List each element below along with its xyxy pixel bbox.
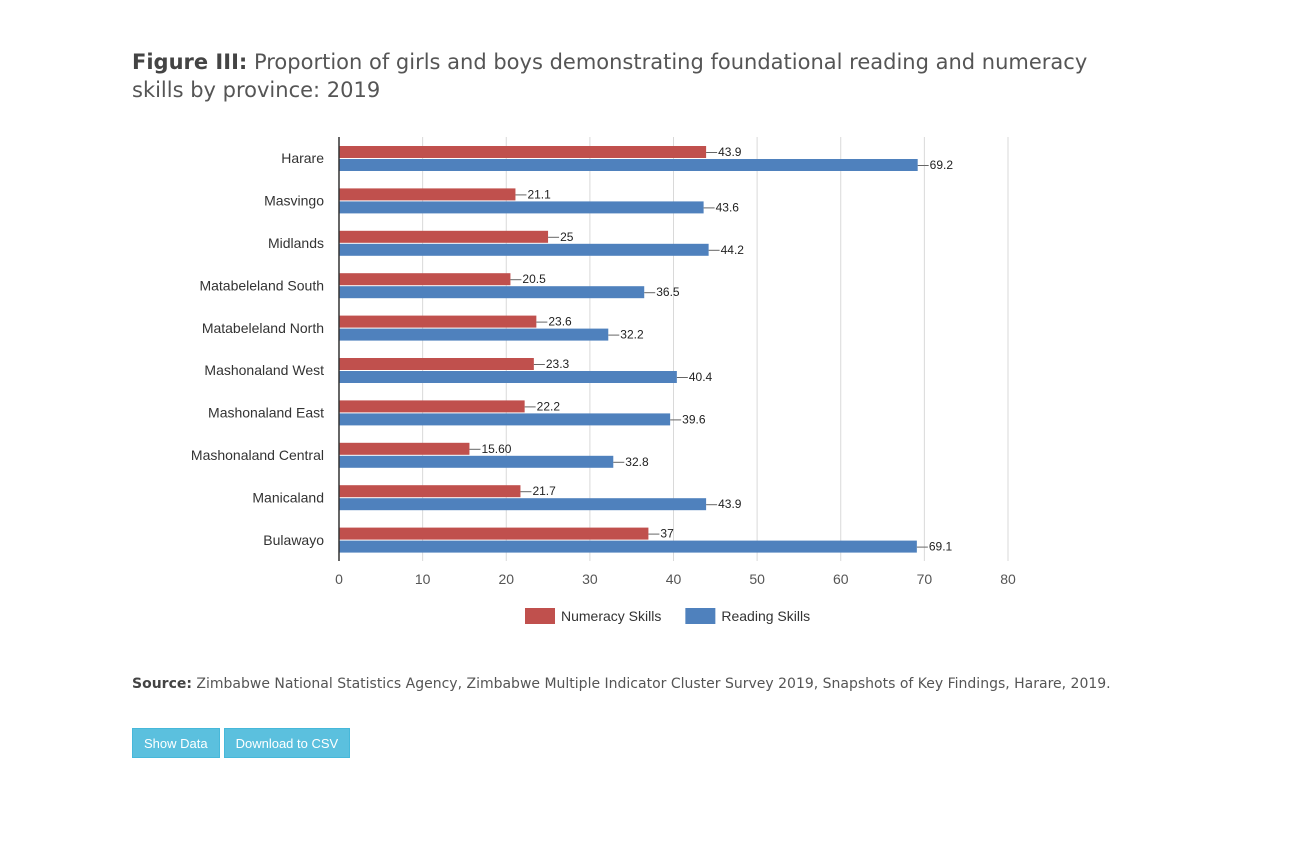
y-category-label: Bulawayo bbox=[263, 532, 324, 548]
bar bbox=[339, 201, 704, 214]
y-category-label: Matabeleland North bbox=[202, 320, 324, 336]
source-note: Source: Zimbabwe National Statistics Age… bbox=[132, 676, 1111, 692]
button-bar: Show Data Download to CSV bbox=[132, 728, 351, 758]
bar bbox=[339, 188, 516, 201]
source-prefix: Source: bbox=[132, 676, 192, 692]
bar bbox=[339, 146, 707, 158]
bar bbox=[339, 273, 511, 286]
legend-swatch bbox=[685, 608, 716, 624]
data-label: 39.6 bbox=[682, 412, 706, 426]
chart-container: 0 10 20 30 40 50 60 70 80 Harare 43.9 69.2 Masvingo 2… bbox=[191, 137, 1016, 624]
y-category-label: Midlands bbox=[268, 235, 324, 251]
download-csv-button[interactable]: Download to CSV bbox=[223, 728, 351, 758]
y-category-label: Masvingo bbox=[264, 193, 324, 209]
data-label: 43.6 bbox=[716, 200, 740, 214]
bar bbox=[339, 485, 521, 498]
x-tick-label: 40 bbox=[666, 571, 682, 587]
bar bbox=[339, 371, 677, 383]
figure-title: Figure III: Proportion of girls and boys… bbox=[132, 48, 1142, 104]
y-category-label: Matabeleland South bbox=[199, 277, 324, 293]
bar bbox=[339, 442, 470, 455]
x-tick-label: 70 bbox=[917, 571, 933, 587]
bar bbox=[339, 243, 709, 256]
x-tick-label: 30 bbox=[582, 571, 598, 587]
x-tick-label: 50 bbox=[749, 571, 765, 587]
bar-chart: 0 10 20 30 40 50 60 70 80 Harare 43.9 69.2 Masvingo 2… bbox=[191, 137, 1016, 624]
figure-title-text: Proportion of girls and boys demonstrati… bbox=[132, 50, 1088, 102]
bar bbox=[339, 328, 609, 341]
bar bbox=[339, 527, 649, 540]
data-label: 69.2 bbox=[930, 158, 954, 172]
bar bbox=[339, 286, 645, 299]
y-category-label: Mashonaland East bbox=[208, 405, 324, 421]
y-category-label: Mashonaland Central bbox=[191, 447, 324, 463]
x-tick-label: 80 bbox=[1000, 571, 1016, 587]
y-category-label: Mashonaland West bbox=[204, 362, 324, 378]
data-label: 69.1 bbox=[929, 540, 953, 554]
bar bbox=[339, 498, 707, 511]
data-label: 43.9 bbox=[718, 145, 742, 159]
bar bbox=[339, 413, 671, 426]
x-tick-label: 60 bbox=[833, 571, 849, 587]
legend-label: Numeracy Skills bbox=[561, 608, 661, 624]
bar bbox=[339, 540, 917, 553]
data-label: 43.9 bbox=[718, 497, 742, 511]
bar bbox=[339, 358, 534, 370]
x-tick-label: 10 bbox=[415, 571, 431, 587]
legend-swatch bbox=[525, 608, 555, 624]
bar bbox=[339, 230, 549, 243]
data-label: 44.2 bbox=[721, 243, 745, 257]
data-label: 21.7 bbox=[532, 484, 556, 498]
data-label: 23.6 bbox=[548, 315, 572, 329]
data-label: 32.8 bbox=[625, 455, 649, 469]
legend-label: Reading Skills bbox=[721, 608, 810, 624]
data-label: 32.2 bbox=[620, 328, 644, 342]
source-text: Zimbabwe National Statistics Agency, Zim… bbox=[196, 676, 1111, 692]
y-category-label: Harare bbox=[281, 150, 324, 166]
data-label: 21.1 bbox=[527, 187, 551, 201]
x-tick-label: 20 bbox=[498, 571, 514, 587]
bar bbox=[339, 159, 918, 171]
y-category-label: Manicaland bbox=[252, 489, 324, 505]
bar bbox=[339, 400, 525, 413]
bar bbox=[339, 315, 537, 328]
data-label: 22.2 bbox=[537, 399, 561, 413]
data-label: 20.5 bbox=[522, 272, 546, 286]
data-label: 36.5 bbox=[656, 285, 680, 299]
data-label: 23.3 bbox=[546, 357, 570, 371]
data-label: 25 bbox=[560, 230, 574, 244]
data-label: 40.4 bbox=[689, 370, 713, 384]
data-label: 37 bbox=[660, 527, 674, 541]
bar bbox=[339, 455, 614, 468]
figure-title-prefix: Figure III: bbox=[132, 50, 248, 74]
x-tick-label: 0 bbox=[335, 571, 343, 587]
data-label: 15.60 bbox=[481, 442, 511, 456]
show-data-button[interactable]: Show Data bbox=[132, 728, 220, 758]
